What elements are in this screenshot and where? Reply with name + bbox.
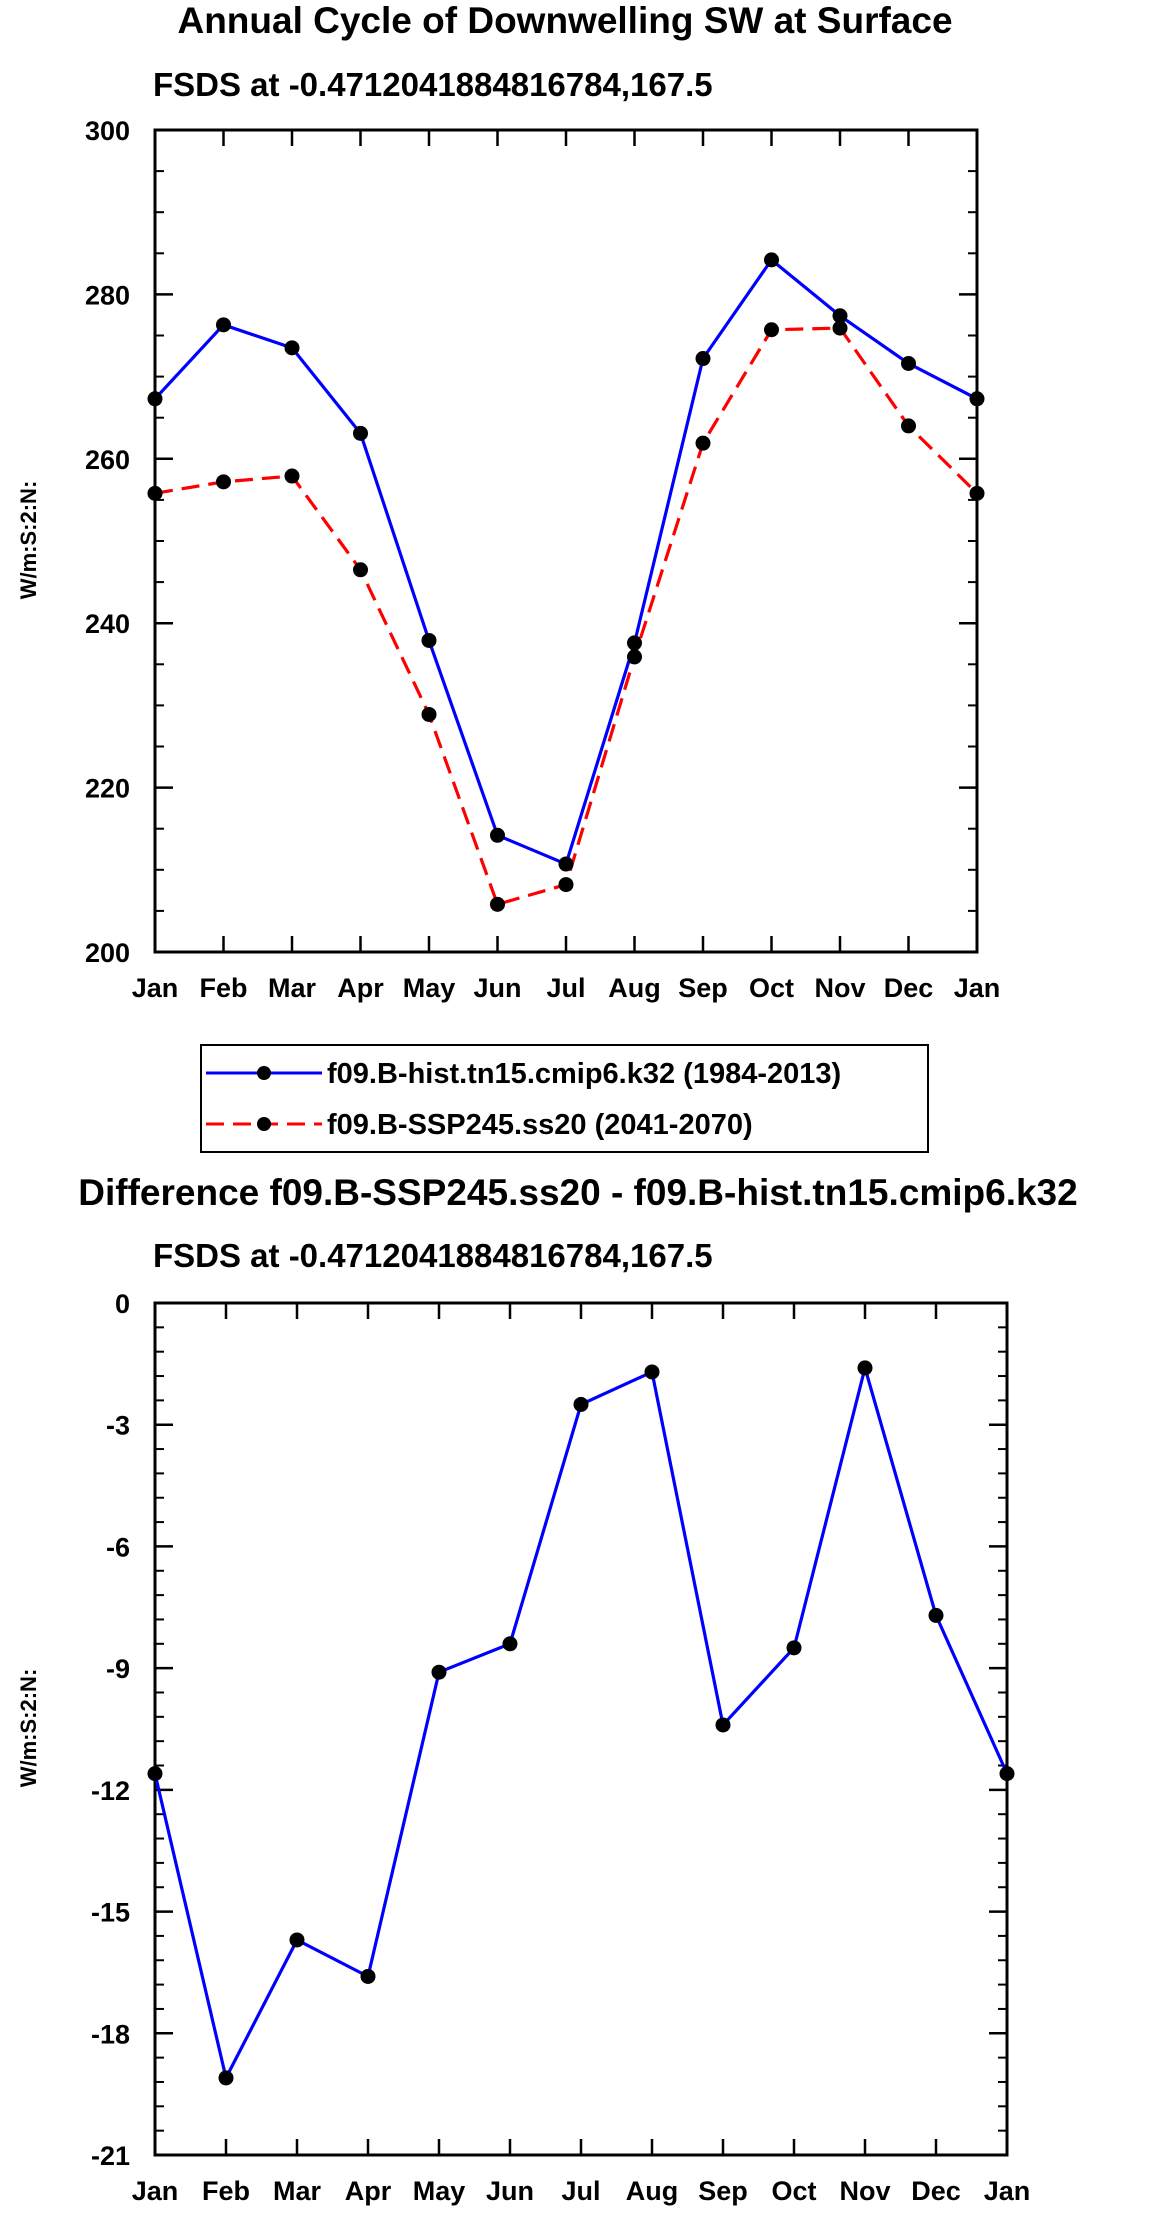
chart1-series-0-point xyxy=(695,351,711,367)
chart1-legend: f09.B-hist.tn15.cmip6.k32 (1984-2013) f0… xyxy=(200,1044,929,1153)
chart1-y-tick-label: 260 xyxy=(85,445,130,475)
chart1-plot-area: Jan Feb Mar Apr May Jun Jul Aug Sep Oct Nov Dec Jan2… xyxy=(85,116,1000,1003)
chart2-y-tick-label: -15 xyxy=(91,1898,130,1928)
chart1-x-tick-label: May xyxy=(403,973,456,1003)
chart1-x-tick-label: Sep xyxy=(678,973,728,1003)
chart2-y-tick-label: -9 xyxy=(106,1654,130,1684)
chart1-series-0-point xyxy=(969,391,985,407)
chart2-y-tick-label: -12 xyxy=(91,1776,130,1806)
chart2-y-axis-label: W/m:S:2:N: xyxy=(16,1669,41,1788)
chart1-x-tick-label: Nov xyxy=(814,973,865,1003)
chart2-series-0-point xyxy=(786,1640,802,1656)
chart2-series-0-point xyxy=(289,1932,305,1948)
chart2-x-tick-label: Nov xyxy=(839,2176,890,2206)
chart2-series-0-point xyxy=(573,1396,589,1412)
chart1-x-tick-label: Jan xyxy=(132,973,179,1003)
chart2-y-tick-label: -3 xyxy=(106,1411,130,1441)
chart2-series-0-point xyxy=(502,1636,518,1652)
chart1-series-1-point xyxy=(490,896,505,912)
chart2-series-0-point xyxy=(431,1664,447,1680)
chart2-series-0-point xyxy=(928,1607,944,1623)
chart1-x-tick-label: Aug xyxy=(608,973,660,1003)
chart1-y-tick-label: 300 xyxy=(85,116,130,146)
chart1-series-1-point xyxy=(558,877,574,893)
chart1-series-0-point xyxy=(284,340,300,356)
chart1-series-1-point xyxy=(216,474,231,490)
chart2-x-tick-label: Jan xyxy=(132,2176,179,2206)
chart2-x-tick-label: Feb xyxy=(202,2176,250,2206)
chart1-series-0-point xyxy=(421,632,437,648)
chart1-series-0-point xyxy=(764,252,779,268)
chart1-x-tick-label: Dec xyxy=(884,973,934,1003)
chart2-plot-area: Jan Feb Mar Apr May Jun Jul Aug Sep Oct Nov Dec Jan-… xyxy=(91,1289,1030,2206)
chart2-series-0-point xyxy=(857,1360,873,1376)
chart2-series-0-point xyxy=(147,1766,163,1782)
chart1-x-tick-label: Jan xyxy=(954,973,1001,1003)
chart1-series-0-point xyxy=(490,827,505,843)
chart2-x-tick-label: Dec xyxy=(911,2176,961,2206)
chart1-series-0-point xyxy=(216,317,231,333)
chart2-x-tick-label: Jul xyxy=(561,2176,600,2206)
chart1-series-0-line xyxy=(153,258,978,866)
chart2-series-0-line xyxy=(153,1366,1009,2080)
chart1-title: Annual Cycle of Downwelling SW at Surfac… xyxy=(177,0,952,41)
chart1-series-1-point xyxy=(969,485,985,501)
chart1-x-tick-label: Feb xyxy=(199,973,247,1003)
chart2-x-tick-label: Jan xyxy=(984,2176,1031,2206)
legend-label-ssp: f09.B-SSP245.ss20 (2041-2070) xyxy=(327,1109,753,1141)
chart2-x-tick-label: Apr xyxy=(345,2176,392,2206)
legend-marker-hist xyxy=(257,1066,271,1080)
chart1-series-1-line xyxy=(154,326,979,906)
chart2-title: Difference f09.B-SSP245.ss20 - f09.B-his… xyxy=(78,1172,1077,1213)
chart1-series-1-point xyxy=(353,562,368,578)
chart1-series-0-point xyxy=(832,308,848,324)
chart1-y-tick-label: 240 xyxy=(85,609,130,639)
chart1-y-tick-label: 220 xyxy=(85,774,130,804)
chart1-series-1-point xyxy=(764,322,779,338)
chart1-series-1-point xyxy=(901,418,916,434)
chart2-x-tick-label: Sep xyxy=(698,2176,748,2206)
chart2-frame xyxy=(153,1301,1009,2157)
chart1-series-1-point xyxy=(147,485,163,501)
chart1-series-1-point xyxy=(695,435,711,451)
chart1-series-1-point xyxy=(627,649,642,665)
chart1-x-tick-label: Jun xyxy=(473,973,521,1003)
chart2-x-tick-label: Jun xyxy=(486,2176,534,2206)
chart2-x-tick-label: Oct xyxy=(771,2176,816,2206)
chart1-series-0-point xyxy=(353,425,368,441)
chart2-series-0-point xyxy=(999,1766,1015,1782)
chart1-x-tick-label: Apr xyxy=(337,973,384,1003)
chart1-series-0-point xyxy=(627,635,642,651)
chart2-x-tick-label: Mar xyxy=(273,2176,322,2206)
chart1-frame xyxy=(153,128,979,954)
chart2-x-tick-label: May xyxy=(413,2176,466,2206)
chart1-x-tick-label: Oct xyxy=(749,973,794,1003)
chart1-series-1-point xyxy=(284,468,300,484)
chart1-y-tick-label: 280 xyxy=(85,280,130,310)
chart1-series-0-point xyxy=(147,391,163,407)
chart2-series-0-point xyxy=(218,2070,234,2086)
chart1-series-0-point xyxy=(901,355,916,371)
chart1-series-0-point xyxy=(558,856,574,872)
chart1-y-tick-label: 200 xyxy=(85,938,130,968)
chart2-y-tick-label: -18 xyxy=(91,2019,130,2049)
legend-label-hist: f09.B-hist.tn15.cmip6.k32 (1984-2013) xyxy=(327,1058,841,1090)
chart2-y-tick-label: -6 xyxy=(106,1532,130,1562)
chart1-series-1-point xyxy=(421,706,437,722)
chart2-y-tick-label: -21 xyxy=(91,2141,130,2171)
chart1-subtitle: FSDS at -0.4712041884816784,167.5 xyxy=(153,66,713,103)
chart2-series-0-point xyxy=(715,1717,731,1733)
chart2-x-tick-label: Aug xyxy=(626,2176,678,2206)
chart1-y-axis-label: W/m:S:2:N: xyxy=(16,481,41,600)
legend-box xyxy=(200,1044,929,1153)
chart1-series-1-point xyxy=(832,320,848,336)
chart2-y-tick-label: 0 xyxy=(115,1289,130,1319)
chart2-series-0-point xyxy=(360,1968,376,1984)
chart2-series-0-point xyxy=(644,1364,660,1380)
chart1-x-tick-label: Mar xyxy=(268,973,317,1003)
legend-marker-ssp xyxy=(257,1117,271,1131)
chart1-x-tick-label: Jul xyxy=(546,973,585,1003)
chart2-subtitle: FSDS at -0.4712041884816784,167.5 xyxy=(153,1237,713,1274)
